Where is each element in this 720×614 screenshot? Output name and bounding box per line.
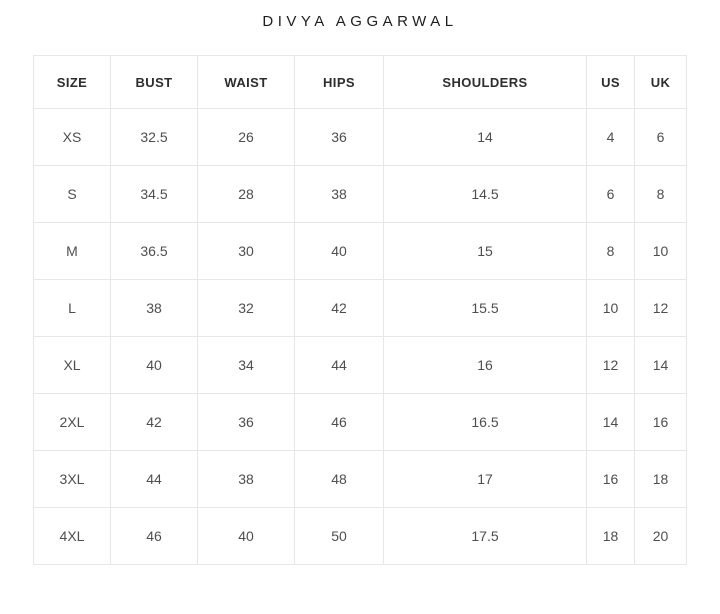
measurement-cell: 40 [110, 336, 198, 394]
measurement-cell: 36.5 [110, 222, 198, 280]
size-label-cell: S [33, 165, 111, 223]
measurement-cell: 8 [634, 165, 687, 223]
measurement-cell: 44 [294, 336, 384, 394]
table-row-m: M 36.5 30 40 15 8 10 [33, 222, 687, 280]
measurement-cell: 14 [383, 108, 587, 166]
measurement-cell: 30 [197, 222, 295, 280]
measurement-cell: 40 [294, 222, 384, 280]
size-label-cell: XL [33, 336, 111, 394]
header-cell-us: US [586, 55, 635, 109]
measurement-cell: 48 [294, 450, 384, 508]
size-label-cell: XS [33, 108, 111, 166]
measurement-cell: 38 [294, 165, 384, 223]
size-label-cell: 2XL [33, 393, 111, 451]
measurement-cell: 34.5 [110, 165, 198, 223]
measurement-cell: 15.5 [383, 279, 587, 337]
measurement-cell: 4 [586, 108, 635, 166]
measurement-cell: 42 [294, 279, 384, 337]
header-cell-shoulders: SHOULDERS [383, 55, 587, 109]
size-label-cell: 4XL [33, 507, 111, 565]
size-label-cell: 3XL [33, 450, 111, 508]
measurement-cell: 50 [294, 507, 384, 565]
measurement-cell: 36 [294, 108, 384, 166]
measurement-cell: 26 [197, 108, 295, 166]
measurement-cell: 14 [634, 336, 687, 394]
header-cell-waist: WAIST [197, 55, 295, 109]
measurement-cell: 17.5 [383, 507, 587, 565]
measurement-cell: 38 [110, 279, 198, 337]
header-cell-hips: HIPS [294, 55, 384, 109]
measurement-cell: 18 [586, 507, 635, 565]
measurement-cell: 36 [197, 393, 295, 451]
table-row-s: S 34.5 28 38 14.5 6 8 [33, 165, 687, 223]
measurement-cell: 12 [634, 279, 687, 337]
size-label-cell: L [33, 279, 111, 337]
table-row-l: L 38 32 42 15.5 10 12 [33, 279, 687, 337]
measurement-cell: 10 [634, 222, 687, 280]
header-cell-uk: UK [634, 55, 687, 109]
measurement-cell: 16 [383, 336, 587, 394]
measurement-cell: 20 [634, 507, 687, 565]
measurement-cell: 16.5 [383, 393, 587, 451]
table-row-3xl: 3XL 44 38 48 17 16 18 [33, 450, 687, 508]
measurement-cell: 28 [197, 165, 295, 223]
measurement-cell: 32 [197, 279, 295, 337]
measurement-cell: 10 [586, 279, 635, 337]
measurement-cell: 14.5 [383, 165, 587, 223]
table-row-xs: XS 32.5 26 36 14 4 6 [33, 108, 687, 166]
size-label-cell: M [33, 222, 111, 280]
header-cell-bust: BUST [110, 55, 198, 109]
measurement-cell: 8 [586, 222, 635, 280]
measurement-cell: 46 [110, 507, 198, 565]
table-row-xl: XL 40 34 44 16 12 14 [33, 336, 687, 394]
measurement-cell: 14 [586, 393, 635, 451]
table-body: XS 32.5 26 36 14 4 6 S 34.5 28 38 14.5 6 8 M 36.5 30 40 15… [33, 108, 687, 565]
measurement-cell: 44 [110, 450, 198, 508]
measurement-cell: 42 [110, 393, 198, 451]
size-chart-table: SIZE BUST WAIST HIPS SHOULDERS US UK XS 32.5 26 3… [33, 55, 687, 565]
measurement-cell: 16 [586, 450, 635, 508]
measurement-cell: 40 [197, 507, 295, 565]
header-cell-size: SIZE [33, 55, 111, 109]
measurement-cell: 15 [383, 222, 587, 280]
table-row-2xl: 2XL 42 36 46 16.5 14 16 [33, 393, 687, 451]
measurement-cell: 46 [294, 393, 384, 451]
measurement-cell: 6 [586, 165, 635, 223]
measurement-cell: 38 [197, 450, 295, 508]
measurement-cell: 6 [634, 108, 687, 166]
measurement-cell: 17 [383, 450, 587, 508]
measurement-cell: 18 [634, 450, 687, 508]
measurement-cell: 12 [586, 336, 635, 394]
table-row-4xl: 4XL 46 40 50 17.5 18 20 [33, 507, 687, 565]
measurement-cell: 16 [634, 393, 687, 451]
brand-title: DIVYA AGGARWAL [262, 13, 458, 30]
header-row: SIZE BUST WAIST HIPS SHOULDERS US UK [33, 55, 687, 109]
measurement-cell: 32.5 [110, 108, 198, 166]
measurement-cell: 34 [197, 336, 295, 394]
